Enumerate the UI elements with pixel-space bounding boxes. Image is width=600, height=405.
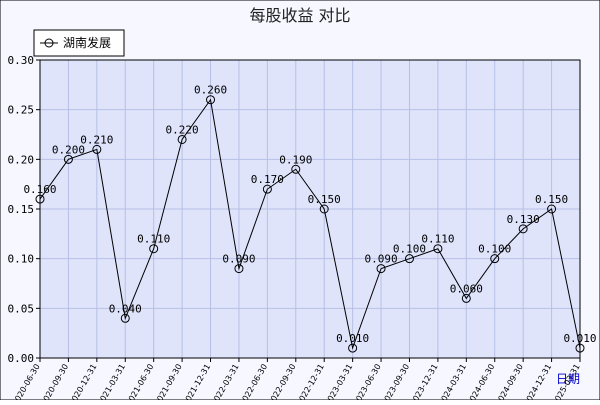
data-label: 0.150 [308, 193, 341, 206]
data-point [376, 264, 386, 274]
data-point [234, 264, 244, 274]
data-point [177, 134, 187, 144]
data-point [262, 184, 272, 194]
data-point [404, 254, 414, 264]
data-point [120, 313, 130, 323]
data-label: 0.150 [535, 193, 568, 206]
data-label: 0.060 [450, 282, 483, 295]
data-label: 0.040 [109, 302, 142, 315]
data-label: 0.130 [507, 213, 540, 226]
data-point [348, 343, 358, 353]
data-point [433, 244, 443, 254]
data-label: 0.110 [137, 233, 170, 246]
y-tick-label: 0.20 [8, 153, 35, 166]
chart-title: 每股收益 对比 [249, 6, 350, 25]
data-label: 0.190 [279, 153, 312, 166]
data-point [63, 154, 73, 164]
data-label: 0.200 [52, 143, 85, 156]
data-label: 0.220 [166, 123, 199, 136]
y-axis: 0.00 0.05 0.10 0.15 0.20 0.25 0.30 [8, 54, 40, 365]
data-label: 0.170 [251, 173, 284, 186]
legend: 湖南发展 [33, 29, 125, 57]
data-point [149, 244, 159, 254]
data-point [575, 343, 585, 353]
legend-marker [44, 38, 54, 48]
y-tick-label: 0.15 [8, 203, 35, 216]
data-label: 0.100 [478, 243, 511, 256]
data-point [547, 204, 557, 214]
series-line [39, 98, 581, 350]
y-tick-label: 0.10 [8, 253, 35, 266]
data-label: 0.110 [421, 233, 454, 246]
data-label: 0.260 [194, 84, 227, 97]
data-point [291, 164, 301, 174]
data-label: 0.090 [222, 253, 255, 266]
data-point [461, 293, 471, 303]
data-label: 0.010 [336, 332, 369, 345]
x-axis-title: 日期 [556, 372, 580, 386]
data-label: 0.090 [364, 253, 397, 266]
y-tick-label: 0.05 [8, 302, 35, 315]
data-label: 0.100 [393, 243, 426, 256]
data-point [319, 204, 329, 214]
y-tick-label: 0.00 [8, 352, 35, 365]
data-point [490, 254, 500, 264]
data-label: 0.010 [563, 332, 596, 345]
data-point [35, 194, 45, 204]
data-label: 0.210 [80, 133, 113, 146]
legend-label: 湖南发展 [63, 35, 111, 50]
y-tick-label: 0.30 [8, 54, 35, 67]
data-point [206, 95, 216, 105]
data-point [92, 144, 102, 154]
y-tick-label: 0.25 [8, 104, 35, 117]
data-label: 0.160 [23, 183, 56, 196]
data-point [518, 224, 528, 234]
